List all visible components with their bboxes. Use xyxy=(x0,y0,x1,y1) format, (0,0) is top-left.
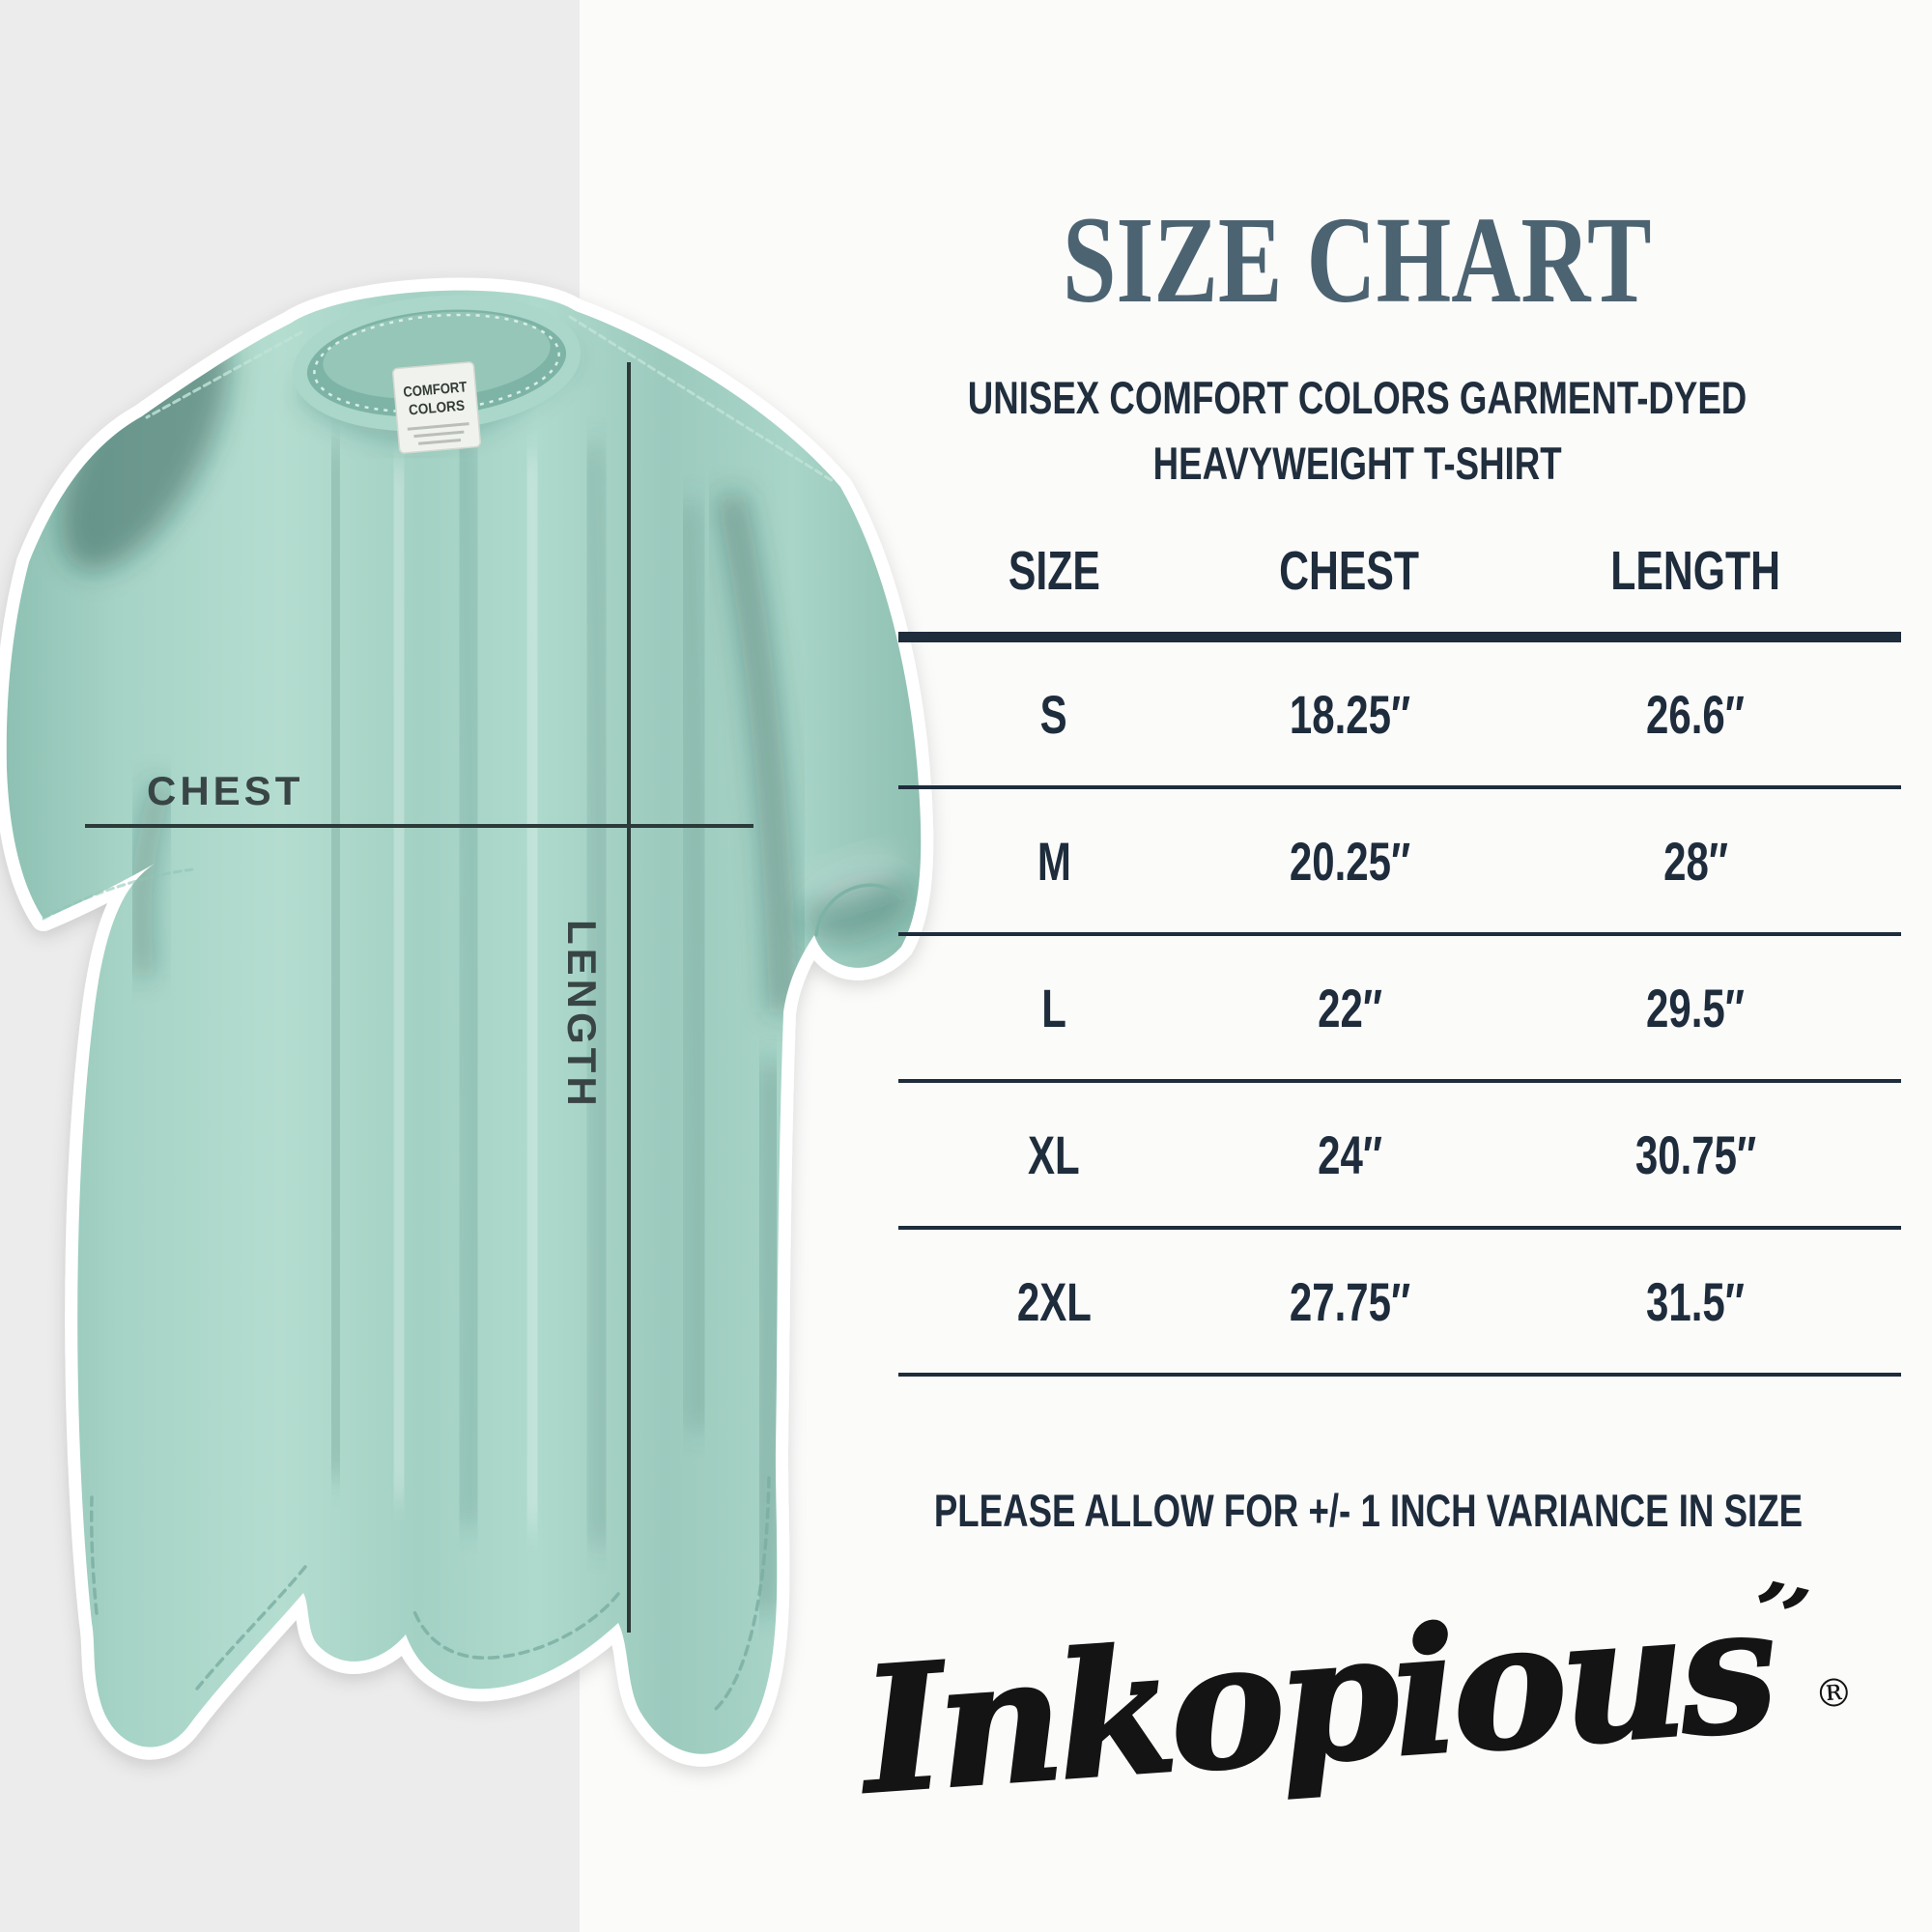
table-row-2xl: 2XL 27.75″ 31.5″ xyxy=(898,1230,1901,1377)
subtitle-line-1: UNISEX COMFORT COLORS GARMENT-DYED xyxy=(967,372,1747,423)
length-measure-line xyxy=(627,362,631,1633)
column-header-chest: CHEST xyxy=(1279,540,1420,602)
table-row-xl: XL 24″ 30.75″ xyxy=(898,1083,1901,1230)
length-cell: 28″ xyxy=(1662,830,1728,892)
neck-tag: COMFORT COLORS xyxy=(391,361,482,454)
cuff-fold-edge xyxy=(814,883,903,937)
chest-cell: 24″ xyxy=(1317,1123,1382,1185)
table-row-m: M 20.25″ 28″ xyxy=(898,789,1901,936)
left-cuff-stitching xyxy=(42,867,195,921)
size-cell: M xyxy=(1037,830,1071,892)
chest-cell: 27.75″ xyxy=(1289,1270,1410,1332)
neck-tag-brand-line2: COLORS xyxy=(408,398,465,419)
size-table-header-row: SIZE CHEST LENGTH xyxy=(898,510,1901,642)
table-row-l: L 22″ 29.5″ xyxy=(898,936,1901,1083)
size-cell: S xyxy=(1039,683,1067,745)
subtitle-line-2: HEAVYWEIGHT T-SHIRT xyxy=(1152,437,1562,489)
length-cell: 30.75″ xyxy=(1634,1123,1756,1185)
size-cell: L xyxy=(1041,977,1066,1038)
chest-cell: 20.25″ xyxy=(1289,830,1410,892)
hem-stitching xyxy=(89,1476,771,1712)
chest-measure-line xyxy=(85,824,753,828)
variance-note: PLEASE ALLOW FOR +/- 1 INCH VARIANCE IN … xyxy=(933,1485,1804,1536)
size-chart-subtitle: UNISEX COMFORT COLORS GARMENT-DYED HEAVY… xyxy=(811,365,1903,496)
chest-cell: 22″ xyxy=(1317,977,1382,1038)
size-cell: XL xyxy=(1028,1123,1080,1185)
stitching xyxy=(42,315,903,1712)
length-cell: 29.5″ xyxy=(1646,977,1746,1038)
column-header-size: SIZE xyxy=(1008,540,1100,602)
chest-cell: 18.25″ xyxy=(1289,683,1410,745)
left-shoulder-seam xyxy=(145,330,303,419)
size-table: SIZE CHEST LENGTH S 18.25″ 26.6″ M 20.25… xyxy=(898,510,1901,1377)
column-header-length: LENGTH xyxy=(1610,540,1781,602)
neck-tag-brand-line1: COMFORT xyxy=(403,379,468,401)
size-chart-title: SIZE CHART xyxy=(1063,191,1652,328)
tshirt-photo: COMFORT COLORS xyxy=(0,242,1121,1826)
registered-mark: ® xyxy=(1812,1670,1855,1718)
right-shoulder-seam xyxy=(568,315,835,483)
size-cell: 2XL xyxy=(1016,1270,1092,1332)
chest-measure-label: CHEST xyxy=(147,768,304,813)
table-row-s: S 18.25″ 26.6″ xyxy=(898,642,1901,789)
collar-stitching xyxy=(313,313,560,413)
length-cell: 26.6″ xyxy=(1646,683,1746,745)
length-measure-label: LENGTH xyxy=(559,920,605,1110)
length-cell: 31.5″ xyxy=(1646,1270,1746,1332)
